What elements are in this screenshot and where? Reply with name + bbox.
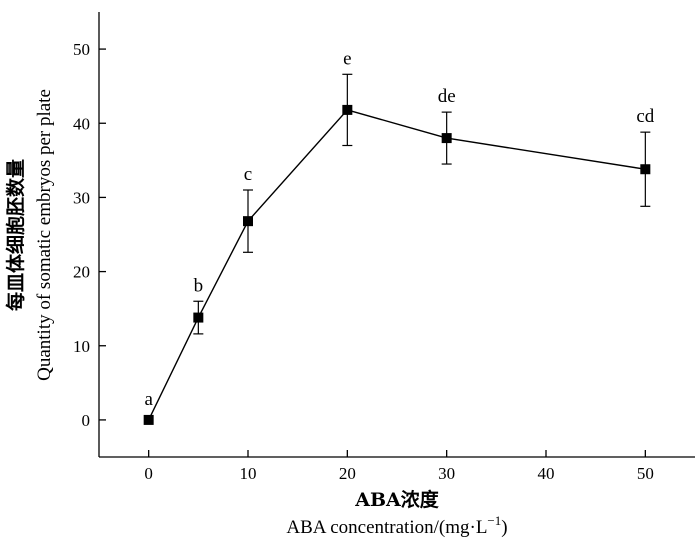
significance-label: cd — [636, 106, 654, 127]
y-tick-label: 20 — [73, 263, 90, 282]
data-point — [342, 104, 353, 115]
y-tick-label: 50 — [73, 40, 90, 59]
significance-label: a — [144, 389, 153, 410]
ticks: 0 10 20 30 40 50 0 10 20 30 40 50 — [73, 40, 654, 483]
x-tick-label: 10 — [240, 464, 257, 483]
x-tick-label: 30 — [438, 464, 455, 483]
x-axis-title-en: ABA concentration/(mg·L−1) — [286, 513, 507, 538]
data-point — [640, 164, 651, 175]
x-axis-title-cn: ABA浓度 — [354, 488, 440, 511]
y-axis-title-en: Quantity of somatic embryos per plate — [34, 89, 55, 381]
significance-label: c — [244, 164, 252, 185]
axes — [98, 12, 695, 458]
series-line — [148, 109, 646, 421]
x-tick-label: 20 — [339, 464, 356, 483]
x-axis-title-en-sup: −1 — [487, 513, 501, 528]
data-point — [143, 414, 154, 425]
series: a b c e de cd — [143, 48, 655, 425]
y-tick-label: 40 — [73, 114, 90, 133]
x-axis-title-en-close: ) — [501, 517, 507, 538]
significance-label: de — [438, 86, 456, 107]
significance-label: b — [194, 275, 204, 296]
x-tick-label: 0 — [144, 464, 153, 483]
x-axis-title-en-main: ABA concentration/(mg·L — [286, 517, 487, 538]
x-tick-label: 40 — [538, 464, 555, 483]
y-tick-label: 0 — [82, 411, 91, 430]
data-point — [441, 133, 452, 144]
y-axis-title-cn: 每皿体细胞胚数量 — [4, 159, 27, 311]
x-tick-label: 50 — [637, 464, 654, 483]
significance-label: e — [343, 48, 351, 69]
data-point — [193, 312, 204, 323]
y-tick-label: 30 — [73, 188, 90, 207]
data-point — [243, 216, 253, 227]
y-tick-label: 10 — [73, 337, 90, 356]
